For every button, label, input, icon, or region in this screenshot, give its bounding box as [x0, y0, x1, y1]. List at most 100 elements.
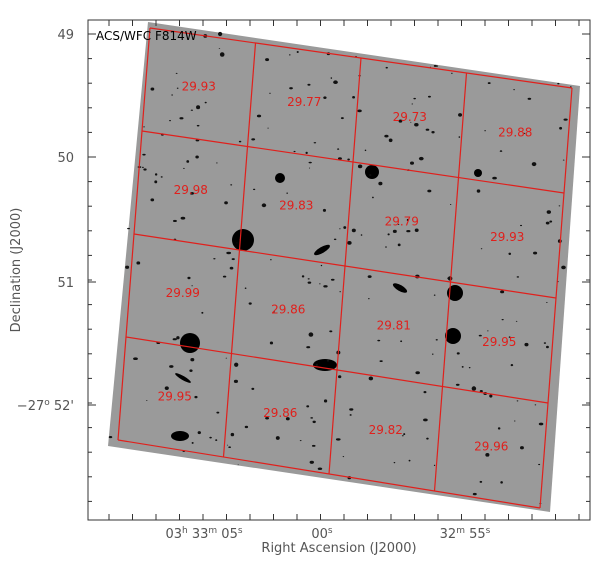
source	[190, 358, 195, 362]
source	[423, 391, 427, 394]
source	[323, 285, 328, 288]
depth-value: 29.86	[271, 302, 305, 316]
source	[217, 31, 223, 37]
source	[176, 87, 179, 89]
source	[423, 418, 428, 422]
source	[411, 103, 414, 105]
source	[209, 436, 212, 439]
source	[189, 369, 193, 372]
grid-line	[539, 87, 573, 509]
source	[397, 224, 400, 225]
source	[523, 132, 526, 134]
source	[186, 160, 190, 163]
source	[125, 265, 130, 269]
source	[534, 404, 537, 406]
source	[476, 189, 481, 193]
source	[236, 242, 238, 244]
source	[563, 118, 568, 121]
source	[339, 291, 341, 293]
source	[164, 386, 169, 391]
unit: s	[328, 526, 333, 536]
source	[154, 173, 158, 176]
source	[333, 80, 338, 85]
source	[230, 184, 233, 186]
source	[347, 240, 352, 245]
source	[432, 353, 434, 355]
y-axis-title: Declination (J2000)	[9, 208, 24, 333]
depth-value: 29.83	[279, 199, 313, 213]
source	[433, 464, 436, 466]
number: 55	[465, 527, 486, 542]
source	[561, 265, 566, 270]
source	[510, 364, 514, 367]
source	[180, 216, 186, 220]
source	[546, 302, 548, 303]
source	[273, 311, 275, 313]
source	[308, 161, 312, 164]
source	[338, 375, 342, 379]
source	[228, 446, 232, 449]
source	[265, 58, 270, 62]
source	[142, 153, 146, 156]
source	[433, 294, 436, 296]
source	[349, 408, 354, 411]
source	[458, 136, 461, 138]
source	[269, 92, 271, 94]
source	[401, 435, 404, 437]
source	[323, 96, 327, 100]
source	[485, 453, 490, 457]
source	[265, 417, 270, 420]
source	[351, 228, 356, 233]
source	[289, 87, 293, 90]
source	[418, 156, 424, 161]
number: 52'	[50, 399, 74, 414]
source	[286, 192, 288, 194]
source	[127, 227, 130, 230]
source	[352, 95, 356, 99]
source	[307, 281, 312, 284]
source	[150, 87, 155, 91]
source	[397, 243, 401, 247]
source	[218, 48, 221, 50]
source	[413, 97, 416, 100]
x-tick-label: 32m 55s	[440, 526, 491, 542]
depth-grid: 29.93 29.77 29.73 29.88 29.98 29.83 29.79 29.93…	[117, 27, 573, 509]
sources	[108, 31, 572, 505]
source	[270, 259, 272, 261]
source	[169, 119, 171, 122]
grid-line	[433, 72, 468, 492]
source	[172, 219, 177, 223]
source	[479, 480, 483, 483]
number: 05	[217, 527, 238, 542]
source	[393, 461, 396, 464]
source	[562, 159, 565, 161]
source	[408, 459, 411, 462]
source	[516, 276, 520, 278]
source	[225, 357, 228, 359]
source	[308, 332, 314, 337]
source	[342, 456, 345, 458]
source	[349, 414, 352, 416]
source	[238, 140, 242, 143]
source	[368, 376, 374, 381]
source	[343, 226, 347, 229]
source	[487, 330, 489, 332]
number: 33	[188, 527, 209, 542]
source	[533, 251, 538, 255]
source	[226, 251, 232, 255]
depth-value: 29.73	[393, 110, 427, 124]
source	[234, 362, 239, 367]
source	[508, 336, 511, 338]
source	[471, 386, 477, 391]
source	[183, 167, 185, 169]
x-axis-title: Right Ascension (J2000)	[261, 541, 416, 556]
source	[415, 371, 420, 375]
unit: o	[44, 398, 50, 408]
source	[414, 123, 419, 127]
source	[500, 290, 505, 294]
source	[108, 436, 113, 439]
number: 49	[57, 28, 74, 43]
source	[427, 95, 431, 98]
depth-value: 29.93	[182, 80, 216, 94]
source	[377, 339, 381, 342]
